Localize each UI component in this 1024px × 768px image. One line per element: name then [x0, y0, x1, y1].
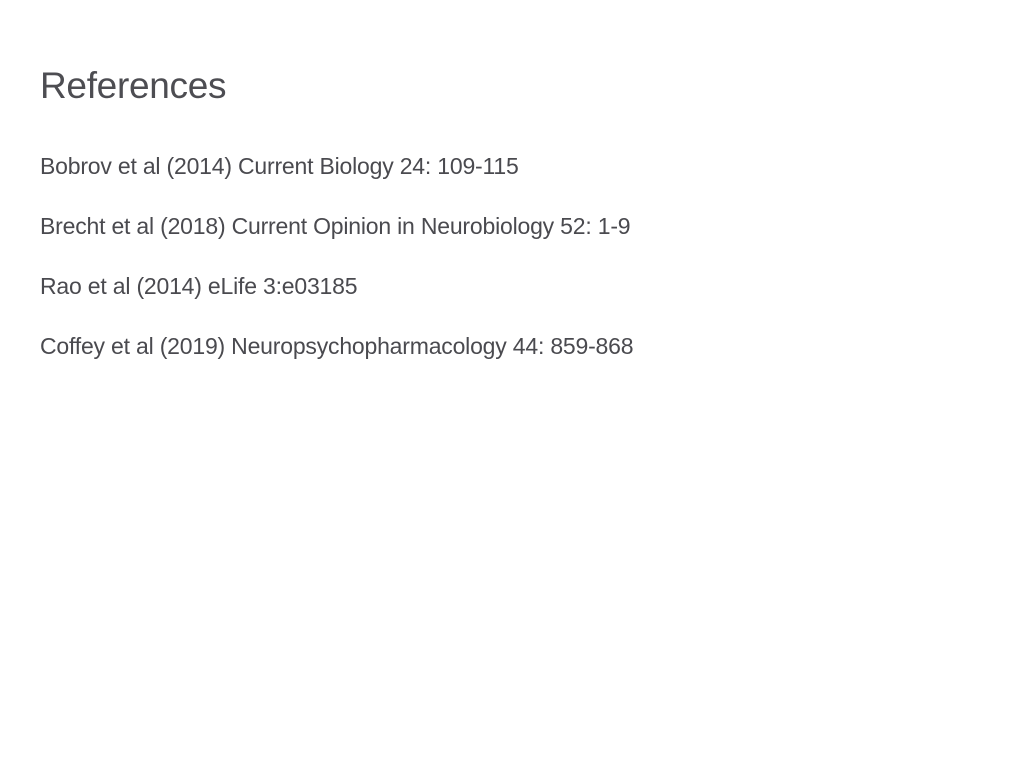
reference-item: Bobrov et al (2014) Current Biology 24: …: [40, 153, 519, 179]
page-title: References: [40, 65, 227, 106]
reference-item: Rao et al (2014) eLife 3:e03185: [40, 273, 358, 299]
reference-list: Bobrov et al (2014) Current Biology 24: …: [40, 136, 984, 376]
reference-item: Brecht et al (2018) Current Opinion in N…: [40, 213, 631, 239]
reference-item: Coffey et al (2019) Neuropsychopharmacol…: [40, 333, 634, 359]
